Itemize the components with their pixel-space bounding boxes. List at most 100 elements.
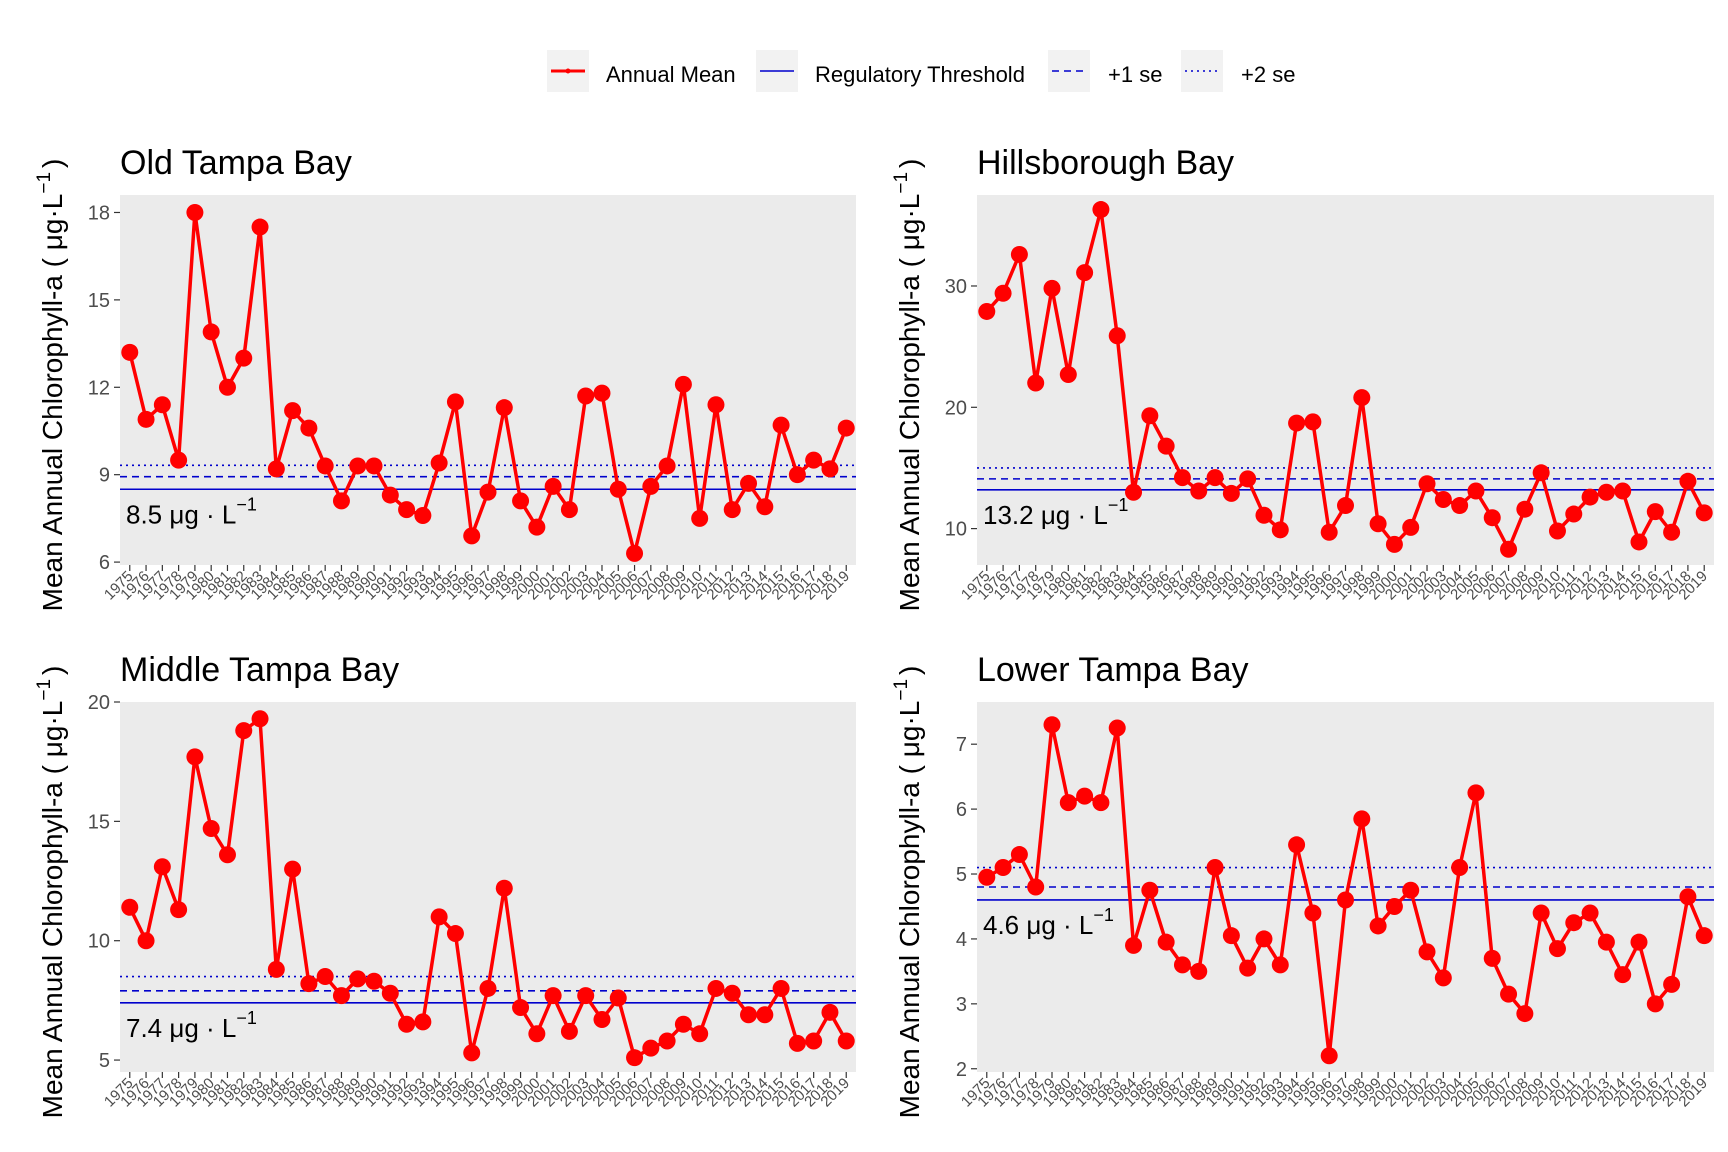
threshold-label: 4.6 μg · L−1 xyxy=(983,905,1114,940)
threshold-label: 13.2 μg · L−1 xyxy=(983,495,1128,530)
annual-mean-point xyxy=(300,975,318,993)
annual-mean-point xyxy=(1059,794,1077,812)
y-tick-label: 9 xyxy=(99,465,110,487)
annual-mean-point xyxy=(332,492,350,510)
annual-mean-point xyxy=(1353,389,1371,407)
y-tick-label: 7 xyxy=(956,734,967,756)
panels: Old Tampa Bay Mean Annual Chlorophyll-a (… xyxy=(34,144,1714,1118)
annual-mean-point xyxy=(642,477,660,495)
y-tick-label: 12 xyxy=(88,377,110,399)
y-axis-label-close: ) xyxy=(37,159,68,168)
y-axis-label-close: ) xyxy=(894,666,925,675)
annual-mean-point xyxy=(1157,933,1175,951)
annual-mean-point xyxy=(381,486,399,504)
annual-mean-point xyxy=(691,1025,709,1043)
annual-mean-point xyxy=(1369,917,1387,935)
annual-mean-point xyxy=(1581,904,1599,922)
annual-mean-point xyxy=(642,1039,660,1057)
annual-mean-point xyxy=(1222,927,1240,945)
annual-mean-point xyxy=(1369,515,1387,533)
annual-mean-point xyxy=(137,932,155,950)
annual-mean-point xyxy=(1434,490,1452,508)
y-axis-label-close: ) xyxy=(37,666,68,675)
annual-mean-point xyxy=(1027,878,1045,896)
annual-mean-point xyxy=(1548,940,1566,958)
y-tick-label: 15 xyxy=(88,811,110,833)
annual-mean-point xyxy=(1385,535,1403,553)
annual-mean-point xyxy=(560,501,578,519)
y-axis-label: Mean Annual Chlorophyll-a ( μg·L−1) xyxy=(891,159,925,612)
annual-mean-point xyxy=(1630,933,1648,951)
annual-mean-point xyxy=(1027,374,1045,392)
annual-mean-point xyxy=(1337,891,1354,909)
y-axis-label-unit: μg·L xyxy=(894,701,925,758)
annual-mean-point xyxy=(609,480,627,498)
annual-mean-point xyxy=(609,989,627,1007)
annual-mean-point xyxy=(121,898,139,916)
annual-mean-point xyxy=(1597,933,1615,951)
annual-mean-point xyxy=(495,879,513,897)
annual-mean-point xyxy=(316,968,334,986)
annual-mean-point xyxy=(1679,472,1697,490)
annual-mean-point xyxy=(235,722,253,740)
annual-mean-point xyxy=(137,410,155,428)
annual-mean-point xyxy=(316,457,334,475)
y-tick-label: 3 xyxy=(956,994,967,1016)
y-tick-label: 5 xyxy=(99,1050,110,1072)
annual-mean-point xyxy=(674,1015,692,1033)
annual-mean-point xyxy=(1451,497,1469,515)
annual-mean-point xyxy=(674,375,692,393)
annual-mean-point xyxy=(1190,482,1208,500)
annual-mean-point xyxy=(772,979,790,997)
annual-mean-point xyxy=(994,859,1012,877)
annual-mean-point xyxy=(1402,881,1420,899)
annual-mean-point xyxy=(1483,509,1501,527)
annual-mean-point xyxy=(544,987,562,1005)
y-tick-label: 6 xyxy=(956,799,967,821)
annual-mean-point xyxy=(658,457,676,475)
annual-mean-point xyxy=(994,284,1012,302)
annual-mean-point xyxy=(658,1032,676,1050)
annual-mean-point xyxy=(332,987,350,1005)
y-tick-label: 5 xyxy=(956,864,967,886)
y-axis-label: Mean Annual Chlorophyll-a ( μg·L−1) xyxy=(34,666,68,1119)
annual-mean-point xyxy=(723,984,741,1002)
annual-mean-point xyxy=(626,544,644,562)
annual-mean-point xyxy=(300,419,318,437)
y-axis-label: Mean Annual Chlorophyll-a ( μg·L−1) xyxy=(34,159,68,612)
annual-mean-point xyxy=(218,378,236,396)
annual-mean-point xyxy=(1614,966,1632,984)
annual-mean-point xyxy=(381,984,399,1002)
annual-mean-point xyxy=(218,846,236,864)
annual-mean-point xyxy=(1125,936,1143,954)
annual-mean-point xyxy=(805,451,823,469)
threshold-label-text: 4.6 μg · L xyxy=(983,910,1093,940)
annual-mean-point xyxy=(186,203,204,221)
annual-mean-point xyxy=(626,1049,644,1067)
annual-mean-point xyxy=(1125,483,1143,501)
annual-mean-point xyxy=(837,1032,855,1050)
annual-mean-point xyxy=(349,457,367,475)
annual-mean-point xyxy=(1157,437,1175,455)
annual-mean-point xyxy=(1239,959,1257,977)
annual-mean-point xyxy=(365,457,383,475)
threshold-label-exponent: −1 xyxy=(236,494,257,514)
threshold-label-exponent: −1 xyxy=(1108,495,1129,515)
y-tick-label: 20 xyxy=(945,397,967,419)
annual-mean-point xyxy=(1597,483,1615,501)
annual-mean-point xyxy=(1173,956,1191,974)
annual-mean-point xyxy=(414,1013,432,1031)
annual-mean-point xyxy=(723,501,741,519)
annual-mean-point xyxy=(528,518,546,536)
annual-mean-point xyxy=(1565,505,1583,523)
y-tick-label: 10 xyxy=(88,931,110,953)
annual-mean-point xyxy=(446,393,464,411)
panel-title: Hillsborough Bay xyxy=(977,144,1234,182)
annual-mean-point xyxy=(1239,470,1257,488)
annual-mean-point xyxy=(1483,949,1501,967)
annual-mean-point xyxy=(1108,327,1126,345)
panel-hillsborough-bay: Hillsborough Bay Mean Annual Chlorophyll-… xyxy=(891,144,1714,611)
annual-mean-point xyxy=(528,1025,546,1043)
y-tick-label: 6 xyxy=(99,552,110,574)
threshold-label-text: 7.4 μg · L xyxy=(126,1013,236,1043)
